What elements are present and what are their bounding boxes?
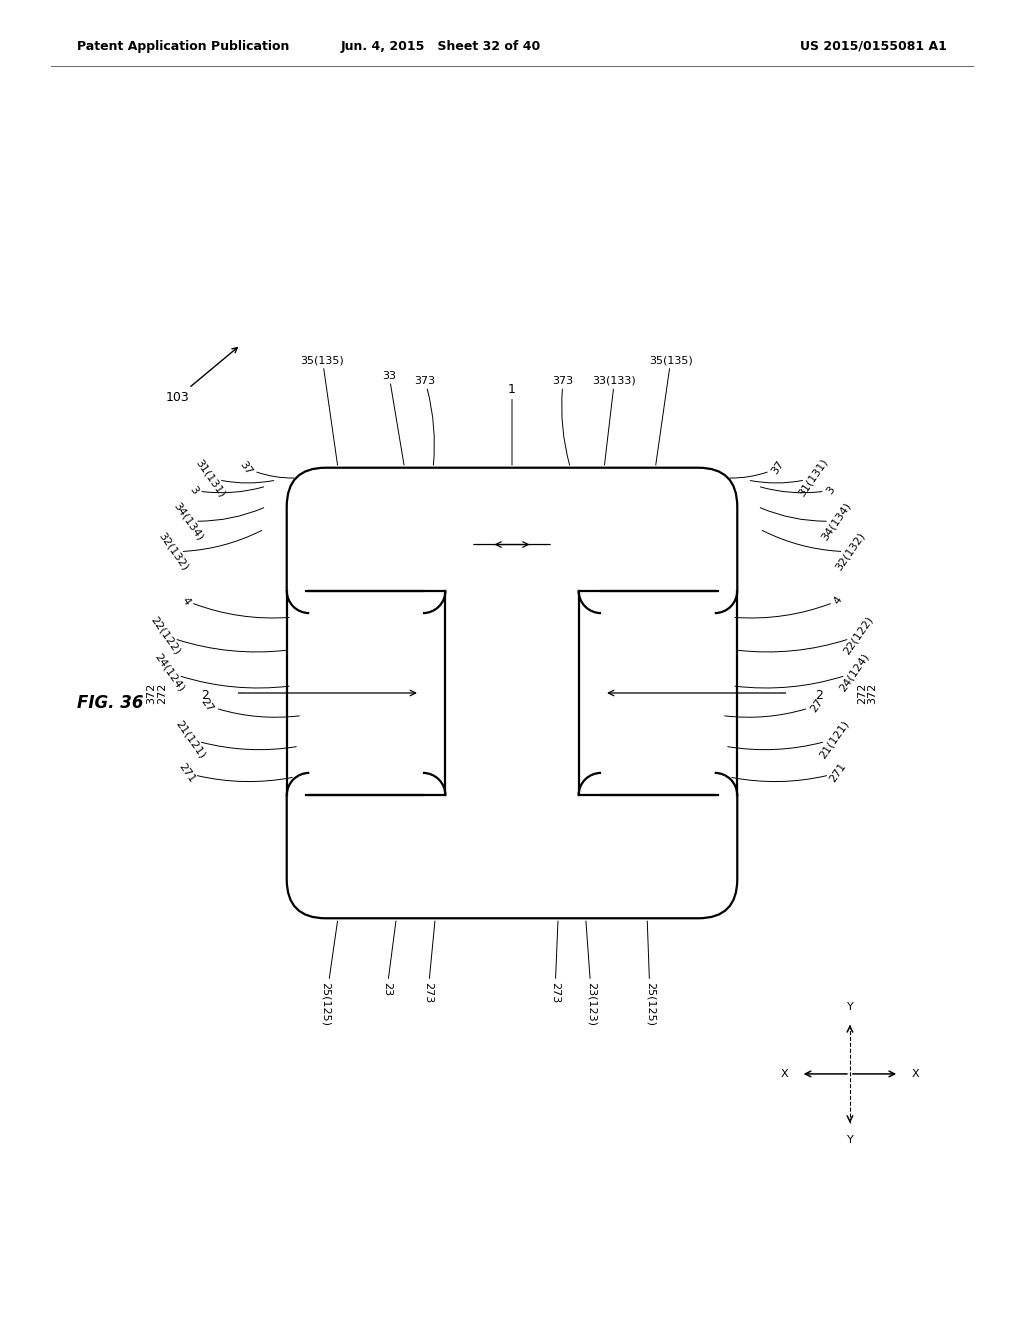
- Text: 372: 372: [146, 682, 157, 704]
- Text: 372: 372: [867, 682, 878, 704]
- Text: 1: 1: [508, 383, 516, 465]
- Text: 22(122): 22(122): [148, 615, 286, 656]
- Text: 21(121): 21(121): [173, 718, 296, 760]
- Text: 21(121): 21(121): [728, 718, 851, 760]
- Text: 25(125): 25(125): [321, 921, 338, 1026]
- Text: 271: 271: [732, 762, 848, 784]
- Text: Y: Y: [847, 1002, 853, 1012]
- Text: 27: 27: [725, 697, 825, 717]
- Text: 25(125): 25(125): [645, 921, 655, 1026]
- Text: 273: 273: [550, 921, 560, 1003]
- Text: 24(124): 24(124): [735, 652, 871, 693]
- Text: 23: 23: [382, 921, 396, 995]
- Text: 33(133): 33(133): [593, 376, 636, 465]
- Text: 373: 373: [415, 376, 435, 465]
- Text: 272: 272: [157, 682, 167, 704]
- Text: 37: 37: [730, 459, 786, 478]
- Text: 32(132): 32(132): [762, 531, 867, 573]
- Text: 27: 27: [199, 697, 299, 717]
- Text: 22(122): 22(122): [738, 615, 876, 656]
- Polygon shape: [579, 590, 748, 796]
- Text: 33: 33: [382, 371, 404, 465]
- Text: 271: 271: [176, 762, 292, 784]
- Text: Y: Y: [847, 1135, 853, 1146]
- Text: X: X: [781, 1069, 788, 1078]
- Text: 2: 2: [201, 689, 209, 701]
- Text: Jun. 4, 2015   Sheet 32 of 40: Jun. 4, 2015 Sheet 32 of 40: [340, 40, 541, 53]
- Text: 4: 4: [180, 595, 289, 618]
- Text: Patent Application Publication: Patent Application Publication: [77, 40, 289, 53]
- Text: FIG. 36: FIG. 36: [77, 694, 143, 713]
- Text: 34(134): 34(134): [760, 500, 853, 541]
- Text: 3: 3: [187, 484, 263, 496]
- Text: 373: 373: [553, 376, 573, 465]
- Text: 3: 3: [761, 484, 837, 496]
- Text: 23(123): 23(123): [586, 921, 597, 1026]
- Text: US 2015/0155081 A1: US 2015/0155081 A1: [801, 40, 947, 53]
- Text: 34(134): 34(134): [171, 500, 264, 541]
- Text: 103: 103: [166, 347, 238, 404]
- Text: 272: 272: [857, 682, 867, 704]
- Text: X: X: [911, 1069, 919, 1078]
- Text: 31(131): 31(131): [194, 457, 273, 499]
- Text: 4: 4: [735, 595, 844, 618]
- Text: 37: 37: [238, 459, 294, 478]
- Text: 35(135): 35(135): [649, 355, 692, 465]
- Text: 24(124): 24(124): [153, 652, 289, 693]
- Polygon shape: [276, 590, 445, 796]
- Text: 2: 2: [815, 689, 823, 701]
- Text: 35(135): 35(135): [301, 355, 344, 465]
- FancyBboxPatch shape: [287, 467, 737, 919]
- Text: 273: 273: [423, 921, 435, 1003]
- Text: 32(132): 32(132): [157, 531, 262, 573]
- Text: 31(131): 31(131): [751, 457, 830, 499]
